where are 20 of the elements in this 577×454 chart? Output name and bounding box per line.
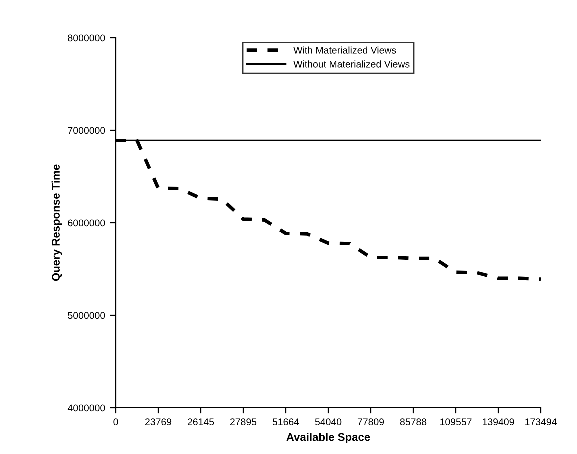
x-tick-label: 109557 [440, 418, 472, 426]
y-tick-label: 8000000 [68, 34, 106, 42]
y-tick-label: 4000000 [68, 404, 106, 412]
x-tick-label: 0 [114, 418, 118, 426]
y-tick-label: 7000000 [68, 127, 106, 134]
y-tick-label: 6000000 [68, 220, 106, 227]
x-tick-label: 173494 [526, 418, 557, 426]
x-tick-label: 54040 [315, 418, 342, 426]
x-tick-label: 51664 [272, 418, 300, 426]
x-tick-label: 27895 [230, 418, 257, 426]
x-tick-label: 26145 [188, 418, 214, 426]
x-axis-title: Available Space [286, 433, 370, 444]
x-tick-label: 139409 [483, 418, 514, 426]
y-axis-title: Query Response Time [52, 164, 62, 282]
x-tick-label: 23769 [145, 418, 172, 426]
y-tick-label: 5000000 [68, 312, 106, 320]
x-tick-label: 85788 [400, 418, 427, 426]
x-tick-label: 77809 [358, 418, 384, 426]
legend-label: Without Materialized Views [294, 60, 410, 68]
legend-label: With Materialized Views [294, 46, 396, 54]
